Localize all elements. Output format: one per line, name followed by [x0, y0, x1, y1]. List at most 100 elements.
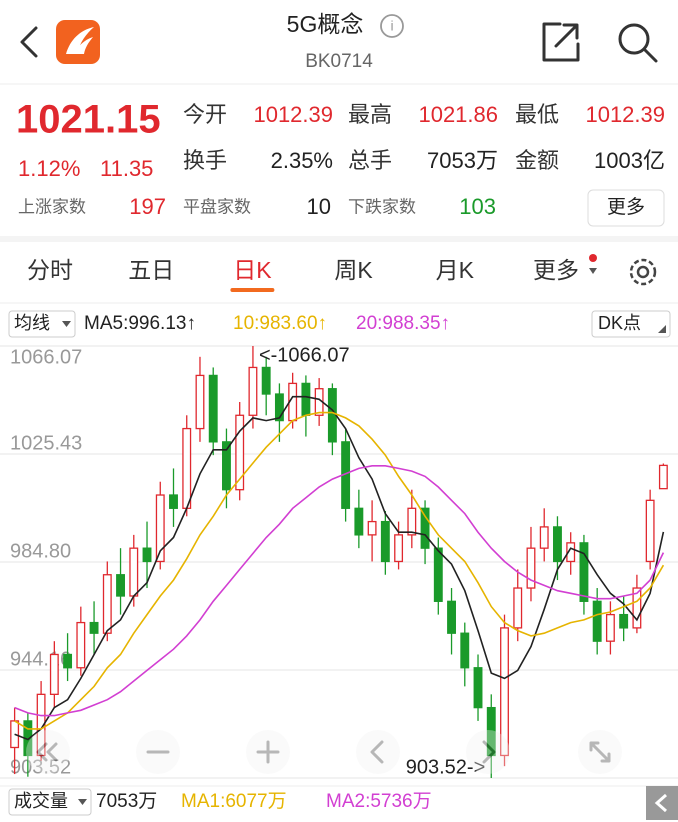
- field-label: 换手: [183, 148, 227, 173]
- search-button[interactable]: [618, 23, 650, 55]
- zoom-in[interactable]: [246, 730, 290, 774]
- candle-body: [182, 427, 192, 509]
- candle-body: [407, 507, 417, 536]
- candle-body: [155, 494, 165, 563]
- section-gap: [0, 236, 678, 242]
- breadth-label: 下跌家数: [348, 197, 416, 216]
- share-button[interactable]: [542, 22, 580, 62]
- more-button[interactable]: [587, 189, 665, 227]
- candle-body: [102, 574, 112, 634]
- y-tick-label: 1025.43: [10, 432, 82, 454]
- zoom-left-all[interactable]: [26, 730, 70, 774]
- search-handle: [643, 48, 658, 63]
- candle-body: [658, 464, 668, 490]
- candle-body: [605, 613, 615, 642]
- field-label: 总手: [348, 148, 392, 173]
- badge-dot: [589, 254, 597, 262]
- ma-legend-item: MA5:996.13↑: [84, 313, 196, 334]
- index-code: BK0714: [305, 51, 373, 72]
- dk-button[interactable]: [591, 310, 671, 338]
- change-pct: 1.12%: [18, 156, 80, 181]
- candle-body: [619, 613, 629, 629]
- back-button[interactable]: [20, 26, 38, 58]
- y-tick-label: 903.52: [10, 756, 71, 778]
- price: 1021.15: [16, 98, 161, 142]
- tab[interactable]: 周K: [334, 257, 373, 283]
- candle-body: [142, 547, 152, 563]
- tab[interactable]: 更多: [533, 257, 579, 283]
- y-tick-label: 984.80: [10, 540, 71, 562]
- field-label: 最低: [515, 102, 559, 127]
- icon: [370, 740, 384, 764]
- tab[interactable]: 分时: [27, 257, 73, 283]
- field-value: 1012.39: [585, 102, 665, 127]
- candle-body: [486, 706, 496, 757]
- info-icon[interactable]: [380, 14, 404, 38]
- icon: [589, 741, 611, 763]
- collapse-button[interactable]: [646, 786, 678, 820]
- candle-body: [553, 526, 562, 563]
- candle-body: [473, 667, 483, 709]
- candle-body: [380, 520, 390, 563]
- candle-body: [195, 374, 205, 430]
- candle-body: [420, 507, 430, 549]
- candle-body: [169, 494, 178, 509]
- candle-body: [394, 534, 404, 563]
- dropdown-arrow: [62, 321, 71, 327]
- icon: [654, 793, 667, 813]
- field-value: 1012.39: [253, 102, 333, 127]
- tab[interactable]: 月K: [436, 257, 475, 283]
- volume-item: MA1:6077万: [181, 791, 287, 812]
- candle-body: [433, 547, 443, 602]
- candle-body: [235, 414, 245, 491]
- more-label: 更多: [607, 196, 645, 218]
- candle-body: [500, 627, 509, 757]
- tab-indicator: [230, 288, 275, 292]
- ma-legend-item: 10:983.60↑: [233, 313, 327, 334]
- zoom-out[interactable]: [136, 730, 180, 774]
- field-label: 今开: [183, 102, 227, 127]
- tab[interactable]: 五日: [128, 257, 174, 283]
- app-logo-mark: [66, 27, 94, 54]
- candle-body: [327, 388, 337, 443]
- candle-body: [89, 621, 99, 634]
- info-glyph: i: [390, 18, 393, 34]
- breadth-value: 10: [307, 194, 331, 219]
- candle-body: [116, 574, 125, 597]
- dk-label: DK点: [598, 313, 641, 333]
- move-left[interactable]: [356, 730, 400, 774]
- candle-body: [632, 587, 642, 629]
- candle-body: [645, 499, 655, 563]
- candle-body: [129, 547, 139, 597]
- field-value: 7053万: [427, 148, 498, 173]
- y-tick-label: 1066.07: [10, 346, 82, 368]
- icon: [36, 742, 58, 762]
- corner-mark: [658, 325, 666, 333]
- breadth-value: 103: [459, 194, 496, 219]
- ma-selector[interactable]: [8, 310, 76, 338]
- tab[interactable]: 日K: [233, 257, 272, 283]
- candle-body: [367, 520, 377, 536]
- ma-line: [14, 411, 665, 730]
- candle-body: [579, 542, 589, 602]
- candle-body: [274, 393, 284, 422]
- icon: [482, 740, 496, 764]
- icon: [256, 740, 280, 764]
- fullscreen[interactable]: [578, 730, 622, 774]
- breadth-value: 197: [129, 194, 166, 219]
- volume-selector[interactable]: [8, 788, 92, 816]
- volume-item: 7053万: [96, 791, 157, 812]
- candle-body: [222, 441, 231, 491]
- dropdown-arrow: [589, 268, 597, 274]
- change: 11.35: [100, 156, 153, 181]
- candle-body: [526, 547, 536, 589]
- field-label: 金额: [515, 148, 559, 173]
- y-tick-label: 944.16: [10, 648, 71, 670]
- page-title: 5G概念: [287, 11, 364, 37]
- candle-body: [301, 382, 311, 416]
- settings-icon[interactable]: [629, 258, 657, 286]
- ma-selector-label: 均线: [14, 313, 50, 333]
- ma-line: [14, 395, 665, 741]
- move-right[interactable]: [466, 730, 510, 774]
- candle-body: [49, 653, 59, 695]
